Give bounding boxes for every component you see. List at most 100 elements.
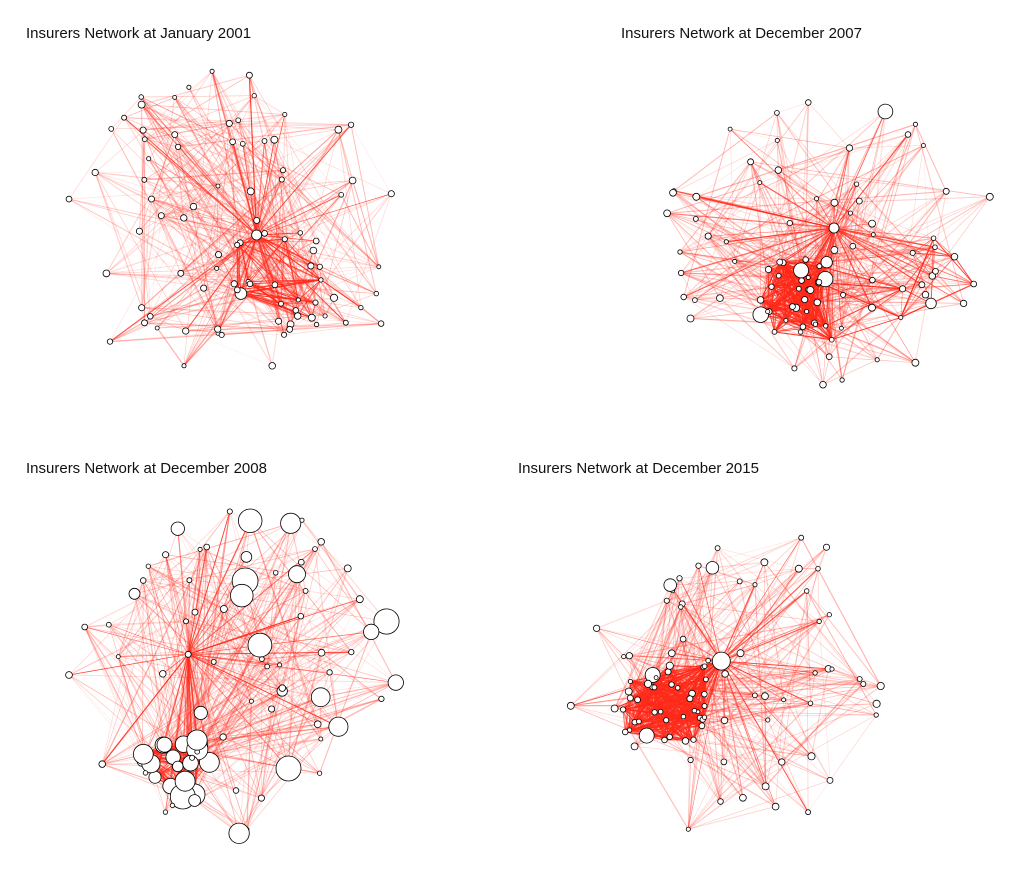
network-edge [666,182,760,214]
network-edge [111,124,352,130]
network-node [690,736,697,743]
network-edge [669,584,767,787]
network-edge [143,580,352,653]
network-edge [852,245,936,248]
network-edge [776,112,904,290]
network-node [644,679,653,688]
network-edge [630,697,721,802]
network-edge [118,590,306,657]
network-edge [242,143,380,268]
network-edge [95,171,219,187]
network-edge [267,631,372,667]
network-edge [237,289,316,304]
network-node [698,722,706,730]
network-node [181,363,187,369]
network-edge [108,624,202,714]
network-node [668,681,675,688]
network-edge [740,652,860,680]
network-edge [829,356,916,364]
network-node [313,321,320,328]
network-edge [696,196,811,291]
network-node [869,276,876,284]
network-node [802,256,809,263]
network-title-2008: Insurers Network at December 2008 [26,460,267,477]
network-edge [142,129,320,267]
network-edge [236,244,242,294]
network-edge [764,678,860,697]
network-edge [165,554,240,834]
network-node [121,114,127,121]
network-edge [68,511,231,676]
network-node [796,285,802,292]
network-node [373,608,400,635]
network-edge [242,129,339,145]
network-edge [211,71,244,144]
network-edge [696,196,817,200]
network-edge [630,679,706,682]
network-node [219,605,228,613]
network-edge [774,322,815,333]
network-edge [310,265,318,325]
network-edge [771,280,802,288]
network-node [275,317,283,325]
network-edge [191,698,382,759]
network-node [317,648,326,657]
network-edge [109,123,230,342]
network-node [928,272,936,280]
network-edge [778,169,947,192]
network-edge [777,170,807,312]
network-edge [768,259,806,270]
network-node [816,618,822,625]
network-edge [248,266,320,282]
network-edge [147,565,283,689]
network-edge [108,620,187,626]
network-edge [699,717,809,813]
network-edge [833,227,933,277]
network-edge [143,580,387,622]
network-hub-node [828,222,840,234]
network-node [286,325,294,333]
network-edge [570,705,766,787]
network-node [687,756,694,764]
network-edge [785,311,807,321]
network-edge [692,679,707,740]
network-edge [161,215,362,309]
network-node [128,587,141,600]
network-node [727,126,733,132]
network-edge [161,124,352,216]
network-edge [142,598,360,762]
network-node [942,187,950,195]
network-edge [236,191,252,246]
network-edge [682,603,820,622]
network-edge [101,653,189,765]
network-edge [150,316,218,330]
network-edge [688,780,831,830]
network-edge [792,306,843,381]
network-edge [182,654,189,745]
network-edge [833,227,923,286]
network-edge [321,652,382,700]
network-edge [720,562,765,662]
network-edge [188,654,320,774]
network-edge [680,606,693,694]
network-edge [144,322,219,334]
network-node [280,512,302,534]
network-node [141,319,148,327]
network-edge [729,128,835,229]
network-edge [825,200,860,326]
network-edge [688,806,776,830]
network-edge [754,537,802,696]
network-edge [831,147,850,340]
network-edge [150,763,262,799]
network-edge [162,644,260,675]
network-node [619,706,627,713]
network-edge [338,129,353,181]
network-edge [776,112,807,260]
network-edge [833,111,886,229]
network-edge [229,123,284,171]
network-node [81,623,89,631]
network-edge [707,660,725,762]
network-edge [778,169,817,200]
network-edge [702,621,820,720]
network-node [774,166,782,174]
